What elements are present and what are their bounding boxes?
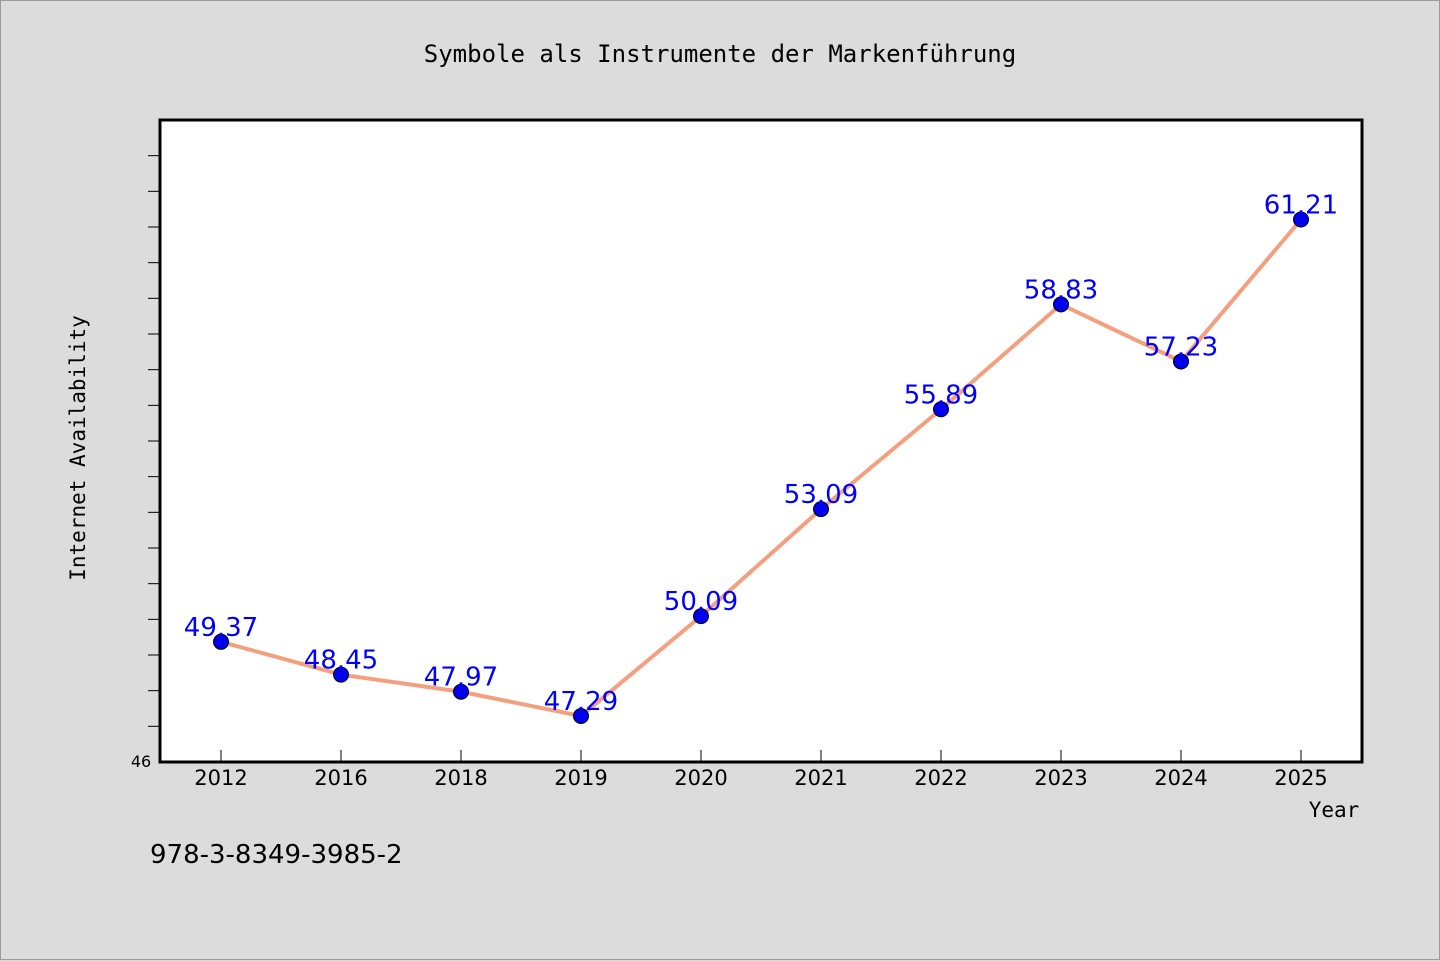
data-point: [573, 707, 589, 724]
data-label: 47.97: [424, 663, 498, 693]
series-layer: 49.37 48.45 47.97 47.29 50.09 53.09 55.89 58.83…: [184, 191, 1338, 724]
data-point: [213, 633, 229, 650]
data-label: 58.83: [1024, 275, 1098, 305]
data-label: 57.23: [1144, 332, 1218, 362]
data-point: [1173, 353, 1189, 370]
data-point: [933, 401, 949, 418]
data-point: [333, 666, 349, 683]
y-axis-ticks: [148, 155, 160, 727]
x-tick-label: 2022: [914, 766, 967, 790]
data-point: [693, 608, 709, 625]
chart-title: Symbole als Instrumente der Markenführun…: [424, 40, 1016, 68]
y-tick-label: 46: [131, 752, 151, 771]
x-tick-label: 2012: [194, 766, 247, 790]
data-label: 47.29: [544, 687, 618, 717]
x-tick-label: 2016: [314, 766, 367, 790]
x-axis-ticks: 2012 2016 2018 2019 2020 2021 2022 2023 2024 2025: [194, 750, 1328, 790]
x-tick-label: 2019: [554, 766, 607, 790]
data-label: 53.09: [784, 480, 858, 510]
x-tick-label: 2025: [1274, 766, 1327, 790]
x-tick-label: 2020: [674, 766, 727, 790]
data-point: [1293, 211, 1309, 228]
x-tick-label: 2024: [1154, 766, 1207, 790]
data-label: 49.37: [184, 613, 258, 643]
isbn-text: 978-3-8349-3985-2: [150, 840, 403, 870]
data-label: 48.45: [304, 646, 378, 676]
y-axis-label: Internet Availability: [66, 315, 90, 581]
data-point: [1053, 296, 1069, 313]
data-point: [453, 683, 469, 700]
data-label: 50.09: [664, 587, 738, 617]
data-label: 61.21: [1264, 191, 1338, 221]
x-axis-label: Year: [1309, 798, 1360, 822]
plot-area: [158, 118, 1364, 764]
x-tick-label: 2023: [1034, 766, 1087, 790]
data-point: [813, 501, 829, 518]
series-line: [219, 217, 1303, 718]
data-label: 55.89: [904, 380, 978, 410]
x-tick-label: 2021: [794, 766, 847, 790]
x-tick-label: 2018: [434, 766, 487, 790]
